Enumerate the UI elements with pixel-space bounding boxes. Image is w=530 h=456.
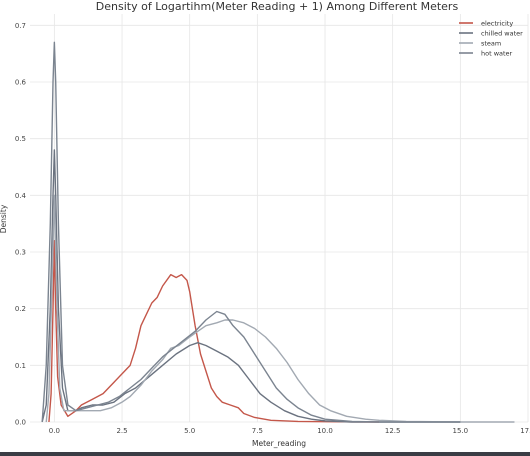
x-tick-label: 7.5 — [252, 427, 263, 435]
y-tick-label: 0.2 — [15, 305, 26, 313]
axes: 0.0 0.1 0.2 0.3 0.4 0.5 0.6 0.7 0.0 2.5 5.0 7.5 10.0… — [15, 22, 530, 435]
legend-label: steam — [481, 40, 501, 48]
series-line-hot-water — [41, 41, 461, 423]
y-axis-label: Density — [0, 204, 8, 233]
x-tick-label: 2.5 — [116, 427, 127, 435]
series-line-steam — [45, 194, 515, 423]
y-tick-label: 0.3 — [15, 249, 26, 257]
series-lines — [41, 41, 515, 423]
y-tick-label: 0.1 — [15, 362, 26, 370]
series-line-chilled-water — [41, 149, 461, 423]
series-line-electricity — [48, 239, 380, 423]
y-tick-label: 0.6 — [15, 79, 27, 87]
legend-label: hot water — [481, 50, 513, 58]
y-tick-label: 0.4 — [15, 192, 27, 200]
x-tick-label: 17.5 — [520, 427, 530, 435]
window-bottom-bar — [0, 452, 530, 456]
y-tick-label: 0.0 — [15, 419, 26, 427]
y-tick-label: 0.5 — [15, 135, 26, 143]
x-tick-label: 15.0 — [453, 427, 469, 435]
y-tick-label: 0.7 — [15, 22, 26, 30]
x-axis-label: Meter_reading — [252, 439, 306, 448]
x-tick-label: 0.0 — [49, 427, 60, 435]
x-tick-label: 12.5 — [385, 427, 401, 435]
chart-title: Density of Logartihm(Meter Reading + 1) … — [96, 0, 459, 13]
legend-label: chilled water — [481, 30, 523, 38]
legend-label: electricity — [481, 20, 513, 28]
grid — [30, 14, 529, 423]
legend: electricity chilled water steam hot water — [459, 20, 523, 58]
x-tick-label: 10.0 — [317, 427, 333, 435]
x-tick-label: 5.0 — [184, 427, 195, 435]
